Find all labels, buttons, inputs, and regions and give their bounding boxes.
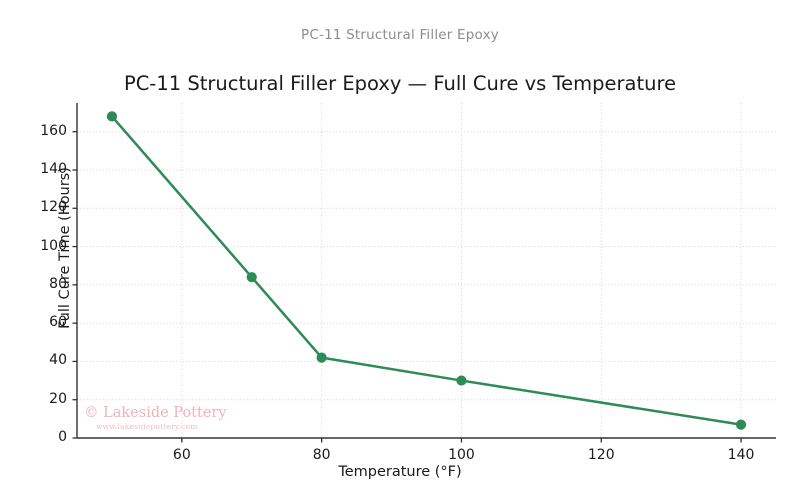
y-axis-tick-label: 160	[40, 122, 67, 139]
x-axis-tick-label: 120	[587, 447, 615, 463]
y-axis-tick-label: 20	[49, 390, 67, 407]
series-line	[110, 115, 743, 426]
y-axis-tick-label: 40	[49, 352, 67, 369]
data-point-marker	[106, 111, 118, 122]
chart-title: PC-11 Structural Filler Epoxy — Full Cur…	[123, 72, 677, 95]
y-axis-tick-label: 60	[49, 314, 67, 331]
y-axis-tick-label: 80	[49, 275, 67, 292]
y-axis-tick-label: 0	[58, 429, 67, 445]
chart-subtitle: PC-11 Structural Filler Epoxy	[301, 27, 499, 43]
x-axis-tick-label: 80	[312, 447, 331, 463]
data-point-marker	[316, 352, 327, 363]
y-axis-tick-label: 120	[40, 199, 67, 216]
data-point-marker	[456, 375, 467, 386]
data-point-marker	[246, 272, 257, 283]
y-axis-tick-label: 140	[40, 161, 67, 177]
x-axis-tick-label: 140	[727, 447, 755, 463]
x-axis-label: Temperature (°F)	[338, 464, 462, 480]
x-axis-tick-label: 100	[448, 447, 475, 463]
y-axis-tick-label: 100	[40, 237, 67, 254]
data-point-marker	[735, 419, 747, 430]
x-axis-tick-label: 60	[172, 447, 191, 463]
